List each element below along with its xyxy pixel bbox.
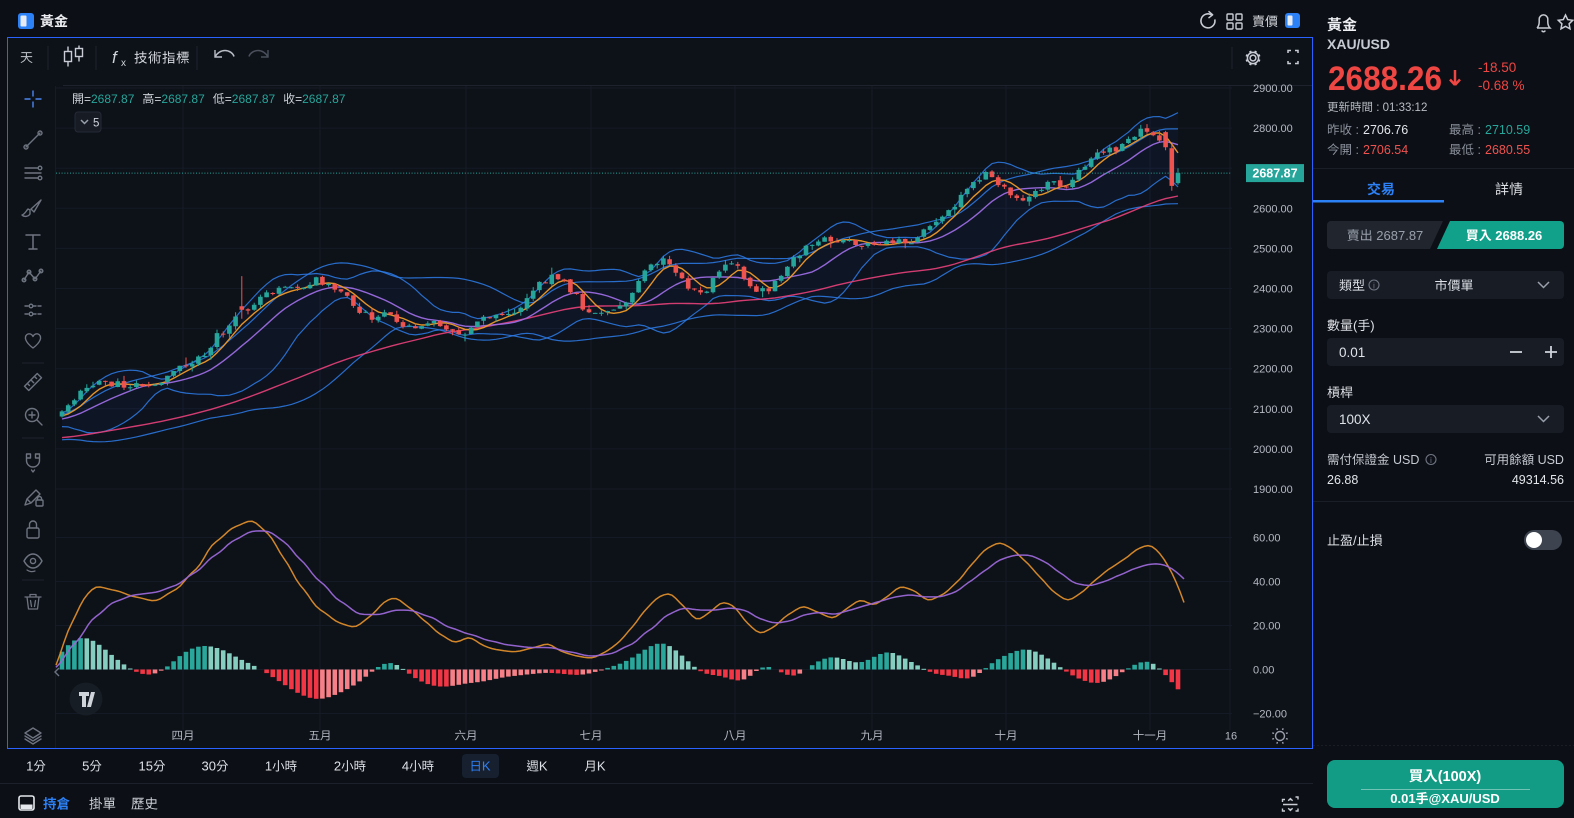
svg-text:(100X): (100X) [1438, 769, 1482, 785]
svg-text:K: K [597, 759, 606, 774]
svg-text:0.01: 0.01 [1339, 345, 1365, 360]
svg-text:=: = [154, 92, 161, 106]
svg-text:49314.56: 49314.56 [1512, 473, 1564, 487]
svg-text:-18.50: -18.50 [1478, 60, 1516, 75]
svg-text:@XAU/USD: @XAU/USD [1429, 791, 1500, 806]
svg-text::: : [1352, 143, 1362, 157]
svg-text:2: 2 [334, 759, 341, 774]
svg-text:16: 16 [1225, 731, 1237, 743]
svg-text:x: x [121, 58, 126, 69]
svg-text:20.00: 20.00 [1253, 621, 1281, 633]
svg-text:2900.00: 2900.00 [1253, 83, 1293, 95]
svg-text:: 01:33:12: : 01:33:12 [1373, 102, 1427, 114]
svg-text:USD: USD [1390, 453, 1420, 467]
svg-text:K: K [482, 759, 491, 774]
svg-text:i: i [1373, 281, 1375, 291]
svg-text::: : [1474, 143, 1484, 157]
svg-text:60.00: 60.00 [1253, 533, 1281, 545]
svg-text:): ) [1370, 318, 1374, 333]
svg-text:0.01: 0.01 [1390, 791, 1415, 806]
svg-text:−20.00: −20.00 [1253, 709, 1287, 721]
svg-text:0.00: 0.00 [1253, 665, 1274, 677]
svg-text:2687.87: 2687.87 [1373, 228, 1424, 243]
svg-text:1: 1 [265, 759, 272, 774]
svg-text:2687.87: 2687.87 [161, 92, 205, 106]
svg-text:4: 4 [402, 759, 409, 774]
svg-text:2687.87: 2687.87 [91, 92, 135, 106]
svg-text:2687.87: 2687.87 [232, 92, 276, 106]
svg-text:K: K [539, 759, 548, 774]
svg-text:/: / [1353, 533, 1357, 548]
svg-text:1: 1 [26, 759, 33, 774]
svg-text:2000.00: 2000.00 [1253, 444, 1293, 456]
svg-text:(: ( [1353, 318, 1358, 333]
svg-text:-0.68 %: -0.68 % [1478, 78, 1525, 93]
svg-text:15: 15 [139, 759, 153, 774]
svg-text:XAU/USD: XAU/USD [1327, 36, 1390, 52]
svg-text:1900.00: 1900.00 [1253, 484, 1293, 496]
svg-text:2400.00: 2400.00 [1253, 284, 1293, 296]
svg-text:30: 30 [202, 759, 216, 774]
svg-text:2688.26: 2688.26 [1328, 60, 1442, 98]
svg-text:=: = [295, 92, 302, 106]
svg-text:i: i [1430, 455, 1432, 465]
svg-text:2687.87: 2687.87 [1252, 167, 1297, 181]
svg-text:5: 5 [82, 759, 89, 774]
svg-text:2800.00: 2800.00 [1253, 123, 1293, 135]
svg-text:2706.54: 2706.54 [1363, 143, 1408, 157]
svg-text:2688.26: 2688.26 [1492, 228, 1543, 243]
svg-text:f: f [112, 48, 119, 67]
svg-text:=: = [225, 92, 232, 106]
svg-text:=: = [84, 92, 91, 106]
svg-text::: : [1474, 123, 1484, 137]
svg-text:2687.87: 2687.87 [302, 92, 346, 106]
svg-text:2300.00: 2300.00 [1253, 324, 1293, 336]
svg-text:40.00: 40.00 [1253, 577, 1281, 589]
svg-text:2600.00: 2600.00 [1253, 203, 1293, 215]
svg-text:2100.00: 2100.00 [1253, 404, 1293, 416]
svg-text:2500.00: 2500.00 [1253, 243, 1293, 255]
svg-text:100X: 100X [1339, 412, 1371, 427]
svg-text:2680.55: 2680.55 [1485, 143, 1530, 157]
svg-text:USD: USD [1534, 453, 1564, 467]
svg-text:2706.76: 2706.76 [1363, 123, 1408, 137]
svg-text:26.88: 26.88 [1327, 473, 1358, 487]
svg-text::: : [1352, 123, 1362, 137]
svg-text:2200.00: 2200.00 [1253, 364, 1293, 376]
svg-text:2710.59: 2710.59 [1485, 123, 1530, 137]
svg-text:5: 5 [93, 118, 99, 130]
